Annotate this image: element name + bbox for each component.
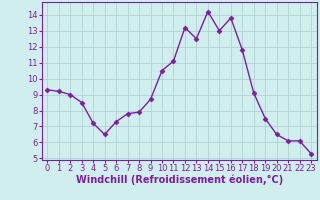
X-axis label: Windchill (Refroidissement éolien,°C): Windchill (Refroidissement éolien,°C)	[76, 175, 283, 185]
